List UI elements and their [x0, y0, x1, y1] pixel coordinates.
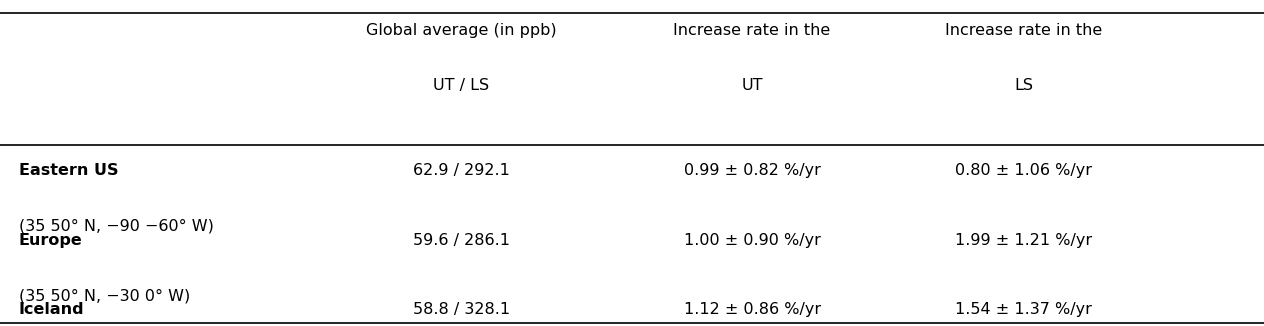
Text: (35 50° N, −30 0° W): (35 50° N, −30 0° W): [19, 289, 190, 304]
Text: Increase rate in the: Increase rate in the: [945, 23, 1102, 38]
Text: Eastern US: Eastern US: [19, 163, 119, 178]
Text: 58.8 / 328.1: 58.8 / 328.1: [413, 302, 509, 317]
Text: 1.00 ± 0.90 %/yr: 1.00 ± 0.90 %/yr: [684, 233, 820, 248]
Text: 59.6 / 286.1: 59.6 / 286.1: [413, 233, 509, 248]
Text: Iceland: Iceland: [19, 302, 85, 317]
Text: 1.54 ± 1.37 %/yr: 1.54 ± 1.37 %/yr: [956, 302, 1092, 317]
Text: Europe: Europe: [19, 233, 82, 248]
Text: Increase rate in the: Increase rate in the: [674, 23, 830, 38]
Text: LS: LS: [1014, 78, 1034, 93]
Text: 0.80 ± 1.06 %/yr: 0.80 ± 1.06 %/yr: [956, 163, 1092, 178]
Text: Global average (in ppb): Global average (in ppb): [367, 23, 556, 38]
Text: (35 50° N, −90 −60° W): (35 50° N, −90 −60° W): [19, 218, 214, 233]
Text: 1.99 ± 1.21 %/yr: 1.99 ± 1.21 %/yr: [956, 233, 1092, 248]
Text: 0.99 ± 0.82 %/yr: 0.99 ± 0.82 %/yr: [684, 163, 820, 178]
Text: 1.12 ± 0.86 %/yr: 1.12 ± 0.86 %/yr: [684, 302, 820, 317]
Text: UT: UT: [741, 78, 763, 93]
Text: 62.9 / 292.1: 62.9 / 292.1: [413, 163, 509, 178]
Text: UT / LS: UT / LS: [434, 78, 489, 93]
